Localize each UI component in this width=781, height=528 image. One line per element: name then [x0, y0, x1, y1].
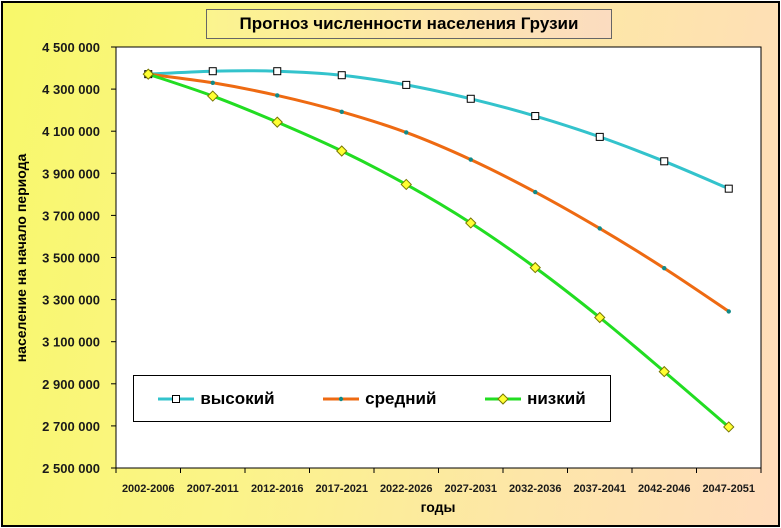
y-tick-label: 4 300 000 — [42, 82, 100, 97]
data-point-high — [466, 94, 475, 103]
legend-symbol-high — [172, 394, 181, 403]
data-point-high — [402, 80, 411, 89]
legend-symbol-medium — [338, 396, 344, 401]
y-tick-label: 3 700 000 — [42, 208, 100, 223]
legend-marker-high — [158, 394, 195, 403]
data-point-medium — [339, 109, 344, 115]
data-point-medium — [210, 80, 215, 85]
data-point-low — [529, 261, 541, 274]
data-point-high — [531, 112, 540, 121]
data-point-high — [208, 67, 217, 76]
legend-label-medium: средний — [365, 388, 437, 408]
legend-item-high: высокий — [158, 388, 275, 409]
y-tick-label: 3 900 000 — [42, 166, 100, 181]
data-point-low — [207, 90, 219, 102]
y-axis-title: население на начало периода — [13, 153, 29, 362]
x-tick-label: 2012-2016 — [251, 483, 304, 495]
chart-legend: высокий средний низкий — [133, 375, 611, 422]
x-tick-label: 2037-2041 — [573, 483, 626, 495]
legend-label-low: низкий — [527, 388, 586, 408]
series-line-high — [148, 69, 730, 191]
data-point-high — [724, 184, 733, 193]
series-line-low — [147, 72, 730, 429]
y-tick-label: 3 100 000 — [42, 335, 100, 350]
y-tick-label: 2 900 000 — [42, 377, 100, 392]
data-point-medium — [533, 189, 538, 195]
x-tick-label: 2032-2036 — [509, 483, 562, 495]
data-point-low — [336, 145, 348, 157]
series-line-medium — [148, 72, 730, 313]
x-tick-label: 2047-2051 — [702, 483, 755, 495]
legend-marker-medium — [323, 396, 360, 401]
data-point-low — [271, 116, 283, 128]
x-axis-title: годы — [421, 499, 456, 515]
x-tick-label: 2022-2026 — [380, 483, 433, 495]
data-point-high — [660, 157, 669, 166]
x-tick-label: 2007-2011 — [187, 483, 239, 495]
data-point-low — [400, 178, 412, 191]
legend-label-high: высокий — [200, 388, 275, 408]
legend-symbol-low — [497, 392, 509, 405]
data-point-low — [465, 217, 477, 229]
legend-marker-low — [485, 392, 522, 405]
data-point-medium — [404, 130, 409, 135]
x-tick-label: 2042-2046 — [638, 483, 691, 495]
y-tick-label: 3 500 000 — [42, 251, 100, 266]
x-tick-label: 2017-2021 — [315, 483, 368, 495]
data-point-low — [658, 365, 670, 378]
y-tick-label: 4 500 000 — [42, 40, 100, 55]
chart-title: Прогноз численности населения Грузии — [206, 9, 612, 39]
y-tick-label: 2 500 000 — [42, 461, 100, 476]
data-point-low — [594, 311, 606, 324]
y-tick-label: 4 100 000 — [42, 124, 100, 139]
legend-item-medium: средний — [323, 389, 436, 409]
data-point-high — [595, 132, 604, 141]
legend-item-low: низкий — [485, 389, 586, 409]
data-point-medium — [726, 309, 731, 314]
x-tick-label: 2002-2006 — [122, 483, 175, 495]
data-point-high — [337, 71, 346, 80]
data-point-medium — [468, 157, 473, 162]
data-point-high — [273, 67, 282, 76]
data-point-medium — [597, 226, 602, 231]
data-point-medium — [275, 93, 280, 98]
data-point-low — [723, 421, 735, 433]
data-point-low — [142, 68, 154, 80]
y-tick-label: 3 300 000 — [42, 293, 100, 308]
y-tick-label: 2 700 000 — [42, 419, 100, 434]
data-point-medium — [662, 266, 667, 271]
x-tick-label: 2027-2031 — [444, 483, 497, 495]
